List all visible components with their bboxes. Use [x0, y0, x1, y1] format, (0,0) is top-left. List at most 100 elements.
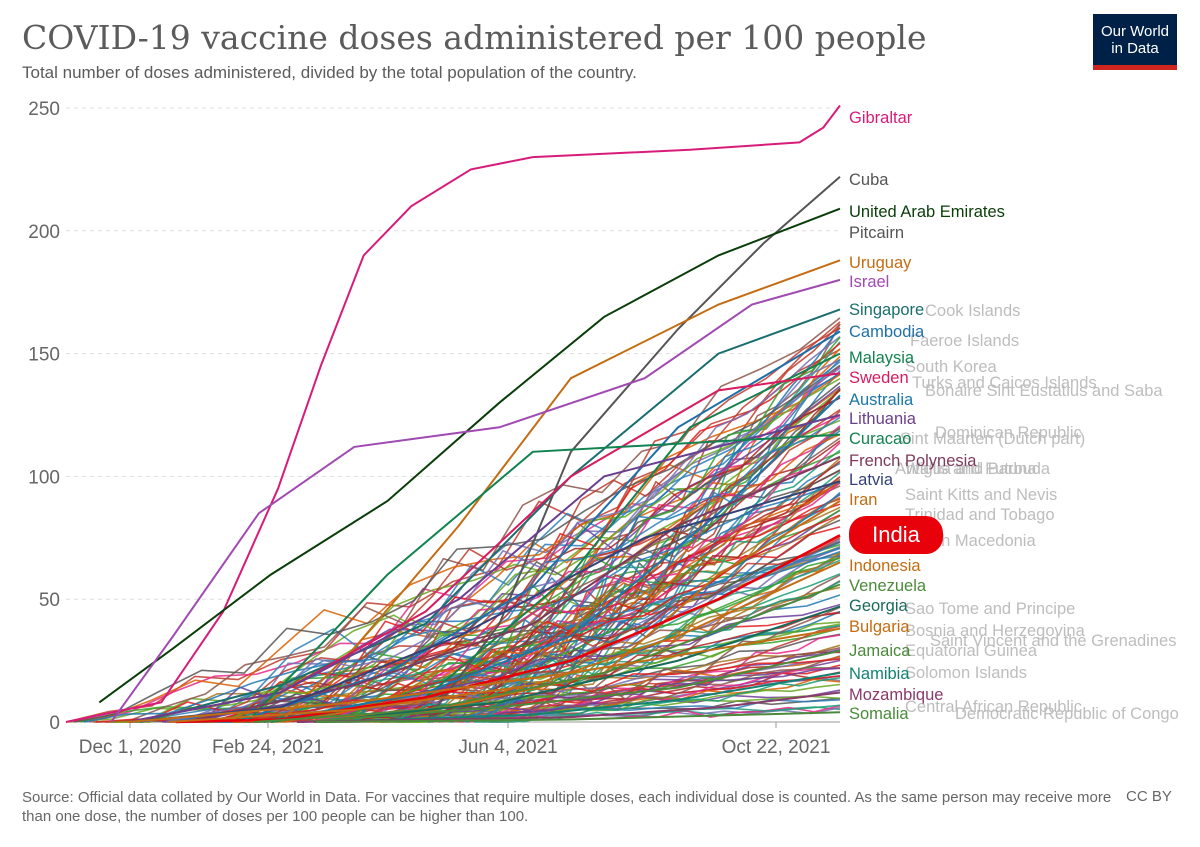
overlap-label: Solomon Islands [905, 664, 1027, 682]
series-line-australia [263, 394, 841, 723]
series-lines [65, 104, 841, 724]
overlap-label: Wallis and Futuna [905, 460, 1037, 478]
country-line [427, 493, 841, 723]
overlap-label: Central African Republic [905, 698, 1082, 716]
series-label-malaysia: Malaysia [849, 349, 915, 367]
series-label-gibraltar: Gibraltar [849, 109, 913, 127]
series-line-namibia [323, 671, 841, 723]
series-label-curacao: Curacao [849, 430, 911, 448]
series-label-georgia: Georgia [849, 597, 909, 615]
overlap-label: Antigua and Barbuda [895, 460, 1051, 478]
series-label-indonesia: Indonesia [849, 557, 921, 575]
series-line-united-arab-emirates [98, 207, 841, 704]
logo-line-1: Our World [1100, 23, 1170, 40]
y-tick-label: 200 [28, 222, 60, 243]
series-label-venezuela: Venezuela [849, 577, 927, 595]
series-line-french-polynesia [184, 455, 841, 723]
country-line [125, 317, 841, 723]
series-label-bulgaria: Bulgaria [849, 618, 910, 636]
series-line-somalia [316, 711, 841, 723]
logo-line-2: in Data [1111, 40, 1159, 57]
y-axis-ticks: 0 50 100 150 200 250 [28, 99, 60, 734]
country-line [483, 655, 841, 723]
series-label-french-polynesia: French Polynesia [849, 452, 977, 470]
country-line [73, 364, 841, 723]
india-highlight-label[interactable]: India [849, 516, 943, 554]
series-label-mozambique: Mozambique [849, 686, 943, 704]
series-label-somalia: Somalia [849, 705, 909, 723]
country-line [297, 365, 841, 723]
series-label-lithuania: Lithuania [849, 410, 917, 428]
overlap-label: Dominican Republic [935, 424, 1082, 442]
country-line [463, 358, 841, 723]
overlapping-country-labels: Cook Islands Faeroe Islands South KoreaTur… [895, 302, 1179, 723]
country-line [177, 359, 841, 723]
series-end-labels: Gibraltar Cuba United Arab Emirates Pitcair… [849, 109, 1005, 723]
series-line-bulgaria [127, 627, 841, 723]
series-line-mozambique [296, 691, 841, 723]
series-line-curacao [246, 433, 841, 723]
overlap-label: Cook Islands [925, 302, 1020, 320]
overlap-label: Bosnia and Herzegovina [905, 622, 1086, 640]
country-line [172, 327, 841, 723]
series-label-latvia: Latvia [849, 471, 894, 489]
country-line [83, 481, 841, 723]
x-tick-label: Dec 1, 2020 [79, 737, 181, 758]
series-label-cuba: Cuba [849, 171, 889, 189]
country-line [331, 667, 841, 723]
owid-logo[interactable]: Our World in Data [1093, 14, 1177, 70]
x-tick-label: Oct 22, 2021 [722, 737, 831, 758]
series-label-singapore: Singapore [849, 301, 924, 319]
series-label-united-arab-emirates: United Arab Emirates [849, 203, 1005, 221]
series-label-sweden: Sweden [849, 369, 909, 387]
series-line-georgia [313, 605, 841, 723]
series-line-indonesia [168, 561, 841, 723]
series-line-venezuela [254, 583, 841, 723]
country-line [66, 373, 841, 723]
logo-accent-bar [1093, 65, 1177, 70]
overlap-label: Sao Tome and Principe [905, 600, 1075, 618]
overlap-label: Equatorial Guinea [905, 642, 1038, 660]
overlap-label: Turks and Caicos Islands [912, 374, 1097, 392]
series-line-jamaica [301, 649, 841, 723]
overlap-label: Saint Vincent and the Grenadines [930, 632, 1176, 650]
y-tick-label: 250 [28, 99, 60, 120]
overlap-label: Trinidad and Tobago [905, 506, 1055, 524]
country-line [466, 471, 841, 723]
series-line-lithuania [127, 414, 841, 723]
series-line-india [175, 534, 841, 724]
country-line [65, 348, 841, 723]
country-line [403, 327, 841, 723]
overlap-label: Sint Maarten (Dutch part) [900, 430, 1085, 448]
series-label-australia: Australia [849, 391, 914, 409]
x-tick-label: Jun 4, 2021 [458, 737, 557, 758]
series-label-jamaica: Jamaica [849, 642, 911, 660]
y-tick-label: 150 [28, 345, 60, 366]
overlap-label: Faeroe Islands [910, 332, 1019, 350]
series-label-iran: Iran [849, 491, 877, 509]
series-label-namibia: Namibia [849, 665, 910, 683]
country-line [321, 372, 841, 723]
x-axis-ticks: Dec 1, 2020 Feb 24, 2021 Jun 4, 2021 Oct 22… [79, 722, 831, 758]
overlap-label: Bonaire Sint Eustatius and Saba [925, 382, 1163, 400]
country-line [161, 603, 841, 723]
overlap-label: Democratic Republic of Congo [955, 705, 1179, 723]
country-line [283, 537, 841, 723]
series-label-pitcairn: Pitcairn [849, 224, 904, 242]
country-line [108, 419, 841, 723]
source-note: Source: Official data collated by Our Wo… [22, 789, 1112, 825]
series-label-cambodia: Cambodia [849, 323, 925, 341]
series-label-uruguay: Uruguay [849, 254, 912, 272]
country-line [438, 648, 841, 723]
license-link[interactable]: CC BY [1126, 788, 1172, 805]
overlap-label: South Korea [905, 358, 998, 376]
series-line-singapore [139, 308, 841, 723]
chart-title: COVID-19 vaccine doses administered per … [22, 18, 927, 57]
chart-subtitle: Total number of doses administered, divi… [22, 63, 637, 82]
line-chart[interactable]: 0 50 100 150 200 250 Dec 1, 2020 Feb 24, 2021 J… [0, 0, 1200, 785]
y-tick-label: 50 [39, 590, 60, 611]
x-tick-label: Feb 24, 2021 [212, 737, 324, 758]
series-label-israel: Israel [849, 273, 889, 291]
series-line-israel [110, 278, 841, 723]
overlap-label: Saint Kitts and Nevis [905, 486, 1057, 504]
